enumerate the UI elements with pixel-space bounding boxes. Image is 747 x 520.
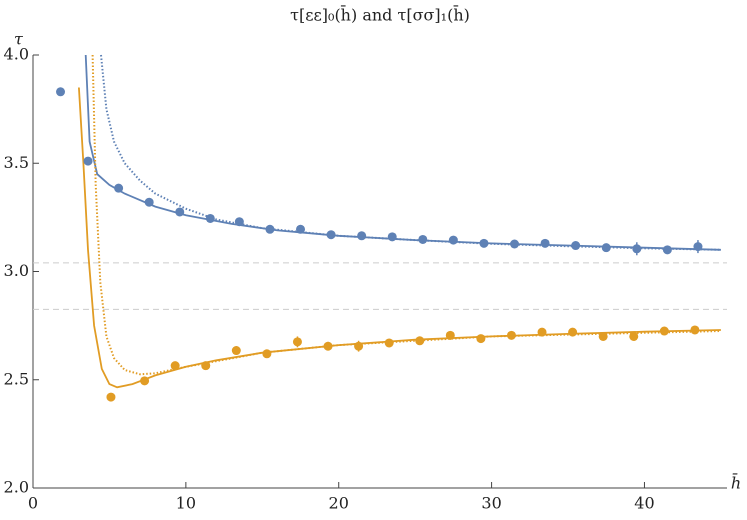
data-point [262,349,272,359]
data-point [662,245,672,255]
x-axis-label: h̄ [731,471,741,492]
data-point [357,231,367,241]
x-tick-label: 0 [28,494,38,513]
data-point [114,183,124,193]
y-tick-label: 3.5 [4,153,29,172]
data-point [510,239,520,249]
data-point [693,242,703,252]
data-point [175,207,185,217]
data-point [140,376,150,386]
data-point [448,235,458,245]
data-point [540,238,550,248]
data-point [292,337,302,347]
data-point [601,243,611,253]
fit-curve [100,54,721,251]
data-point [659,326,669,336]
data-point [506,330,516,340]
y-tick-label: 2.5 [4,369,29,388]
data-point [418,234,428,244]
data-point [445,330,455,340]
data-point [632,244,642,254]
data-point [537,327,547,337]
y-tick-label: 2.0 [4,478,29,497]
data-point [568,327,578,337]
y-tick-label: 3.0 [4,261,29,280]
data-point [629,331,639,341]
data-point [571,241,581,251]
data-point [690,325,700,335]
data-point [144,197,154,207]
y-axis-label: τ [14,30,24,49]
data-point [83,156,93,166]
data-point [415,336,425,346]
data-point [323,341,333,351]
data-point [234,217,244,227]
data-point [170,361,180,371]
data-point [326,230,336,240]
fit-curve [91,54,721,376]
x-tick-label: 10 [176,494,196,513]
x-tick-label: 40 [634,494,654,513]
x-tick-label: 20 [329,494,349,513]
data-point [479,238,489,248]
data-point [106,392,116,402]
x-tick-label: 30 [481,494,501,513]
data-point [231,346,241,356]
data-point [598,331,608,341]
data-point [476,334,486,344]
data-point [265,224,275,234]
data-point [56,87,66,97]
y-tick-label: 4.0 [4,45,29,64]
data-point [354,341,364,351]
chart-title: τ[εε]₀(h̄) and τ[σσ]₁(h̄) [290,3,470,24]
data-point [201,361,211,371]
fit-curve [84,54,721,251]
data-point [384,338,394,348]
data-point [296,224,306,234]
data-point [205,213,215,223]
data-point [387,232,397,242]
